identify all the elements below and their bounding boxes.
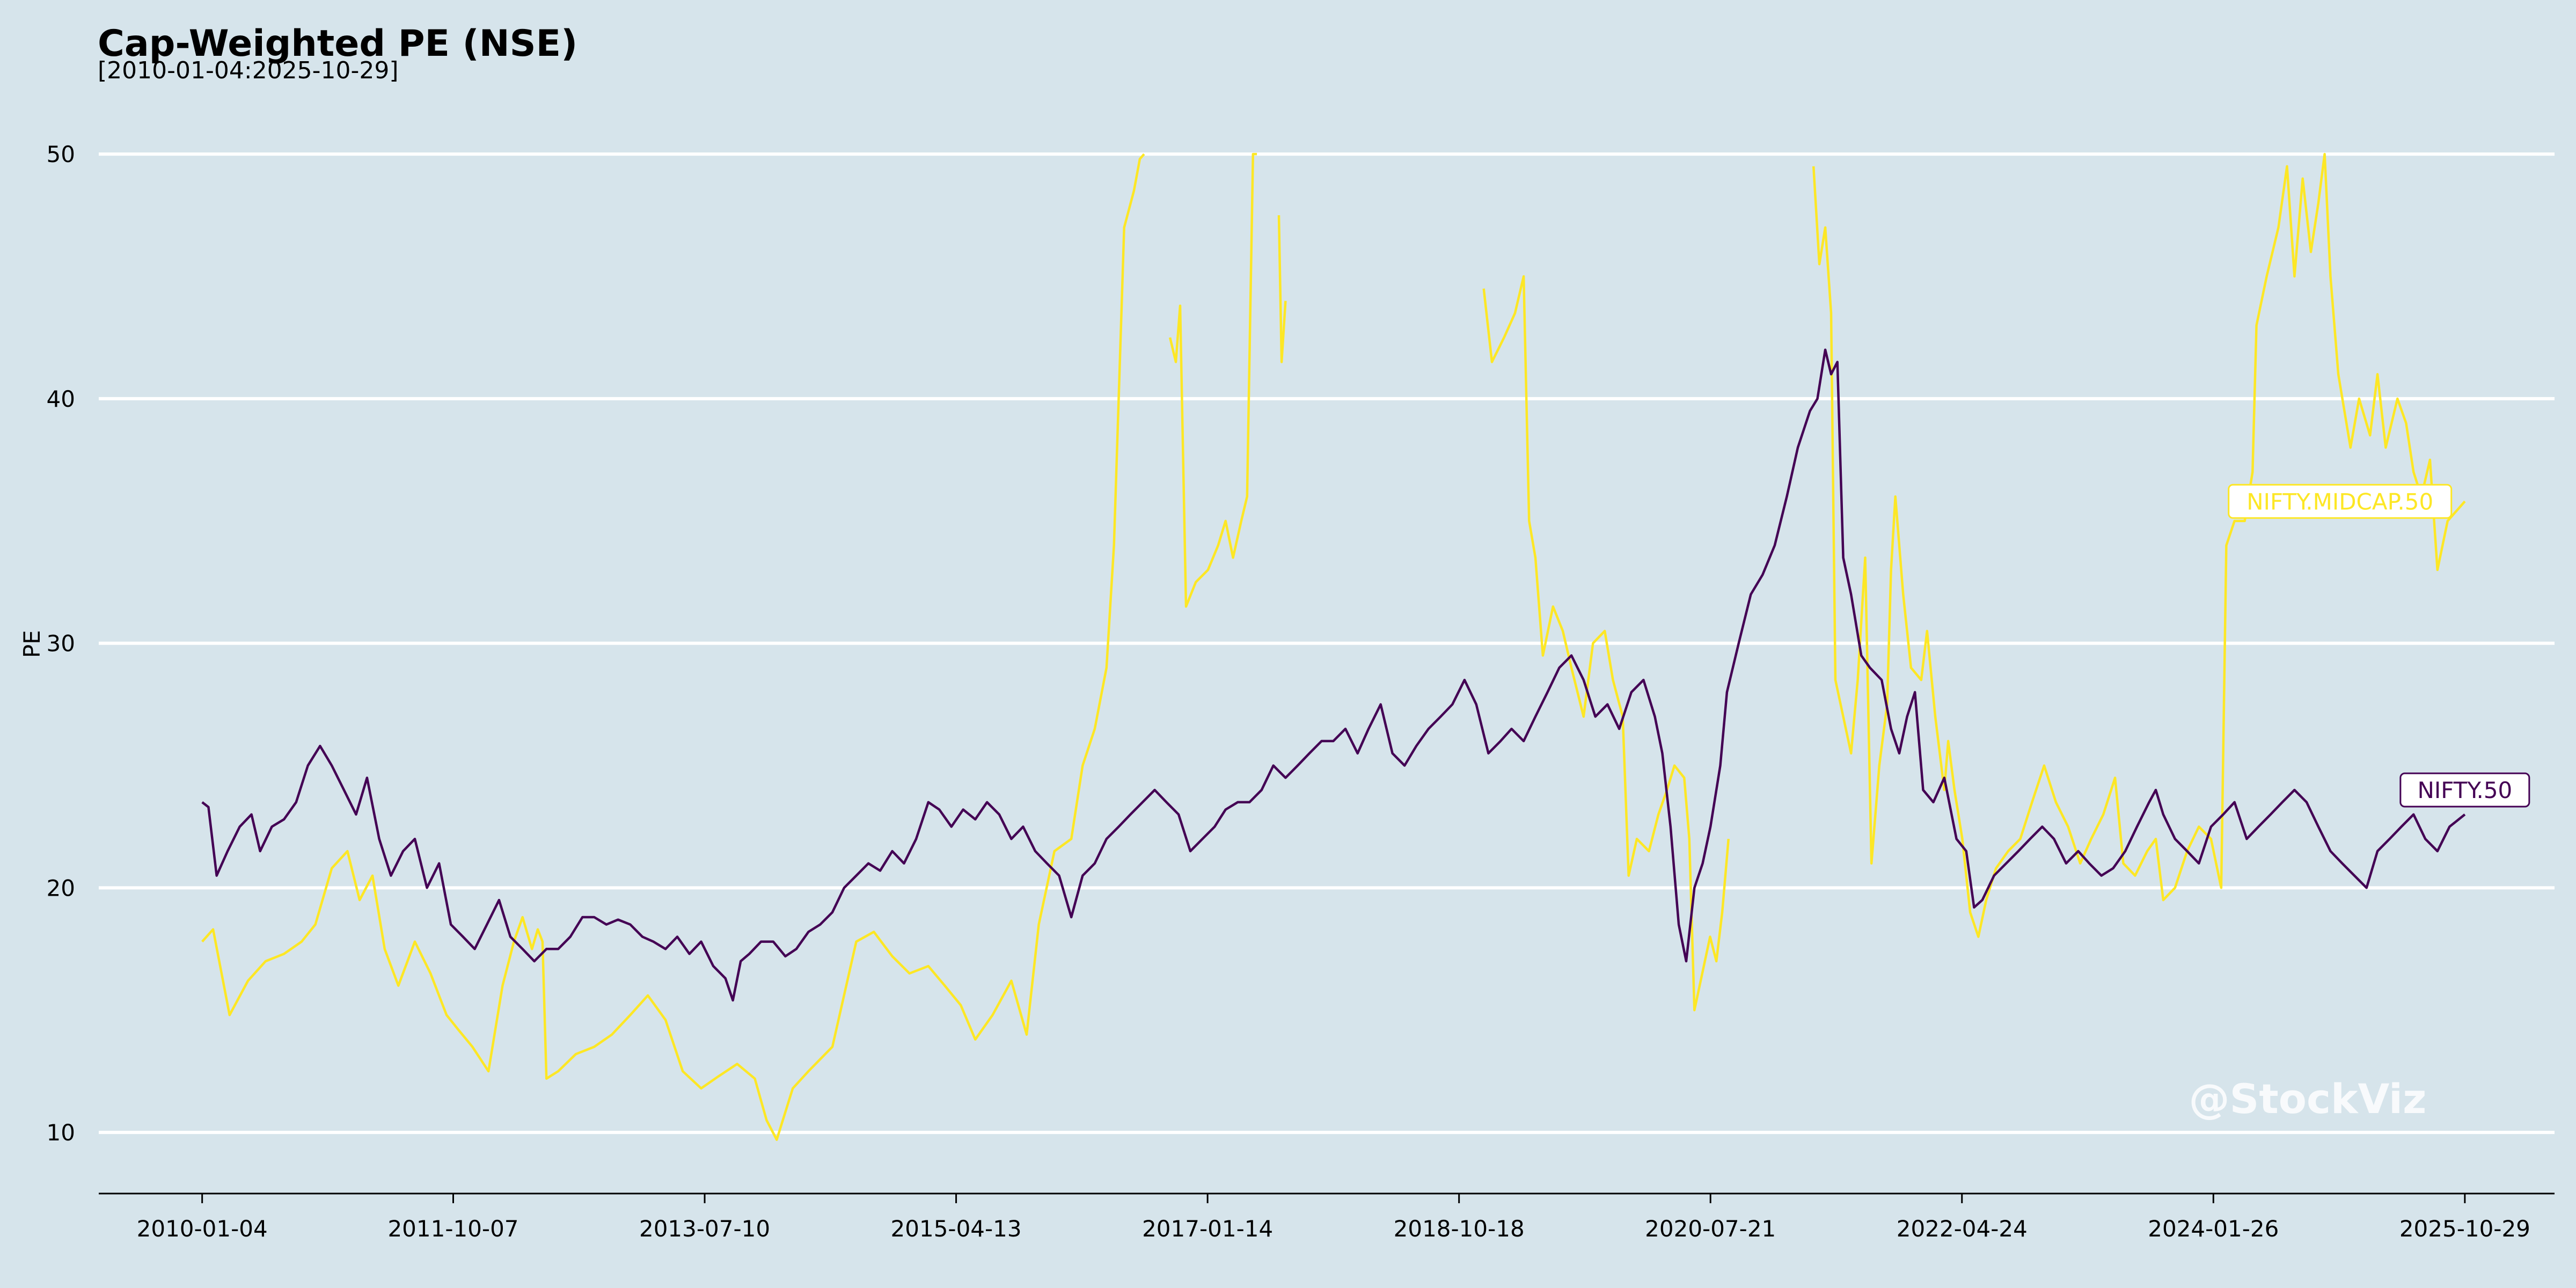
x-tick-label-2024-01-26: 2024-01-26: [2148, 1216, 2279, 1242]
series-line-nifty-midcap-50-seg-1: [1168, 152, 1257, 608]
series-labels: NIFTY.MIDCAP.50 NIFTY.50: [2228, 484, 2530, 808]
series-lines: [201, 152, 2466, 1141]
series-line-nifty-midcap-50-seg-0: [201, 153, 1145, 1141]
series-label-nifty-50: NIFTY.50: [2417, 777, 2512, 803]
x-tick-label-2015-04-13: 2015-04-13: [891, 1216, 1022, 1242]
series-line-nifty-50-seg-0: [201, 348, 2466, 1002]
series-label-nifty-midcap-50: NIFTY.MIDCAP.50: [2246, 488, 2433, 515]
x-tick-label-2013-07-10: 2013-07-10: [639, 1216, 770, 1242]
y-axis-label: PE: [19, 630, 45, 658]
series-line-nifty-midcap-50-seg-3: [1482, 275, 1730, 1012]
x-tick-label-2011-10-07: 2011-10-07: [387, 1216, 518, 1242]
y-tick-labels: 10 20 30 40 50: [47, 141, 75, 1146]
chart-title: Cap-Weighted PE (NSE): [98, 23, 577, 65]
x-tick-label-2010-01-04: 2010-01-04: [137, 1216, 268, 1242]
x-tick-label-2022-04-24: 2022-04-24: [1897, 1216, 2028, 1242]
x-tick-label-2020-07-21: 2020-07-21: [1645, 1216, 1776, 1242]
x-tick-label-2017-01-14: 2017-01-14: [1142, 1216, 1273, 1242]
watermark-text: @StockViz: [2189, 1075, 2427, 1123]
series-line-nifty-midcap-50-seg-2: [1277, 215, 1287, 363]
x-tick-label-2025-10-29: 2025-10-29: [2399, 1216, 2530, 1242]
y-tick-label-30: 30: [47, 631, 75, 657]
y-tick-label-40: 40: [47, 386, 75, 412]
series-label-box-nifty-50: [2399, 772, 2530, 808]
grid-lines: [99, 152, 2555, 1135]
chart-subtitle: [2010-01-04:2025-10-29]: [98, 57, 399, 84]
x-tick-label-2018-10-18: 2018-10-18: [1394, 1216, 1525, 1242]
y-tick-label-50: 50: [47, 141, 75, 167]
y-tick-label-10: 10: [47, 1119, 75, 1146]
y-tick-label-20: 20: [47, 875, 75, 901]
series-line-nifty-midcap-50-seg-4: [1812, 152, 2466, 938]
series-label-box-nifty-midcap-50: [2228, 484, 2453, 519]
x-ticks: 2010-01-04 2011-10-07 2013-07-10 2015-04-13…: [137, 1194, 2530, 1242]
